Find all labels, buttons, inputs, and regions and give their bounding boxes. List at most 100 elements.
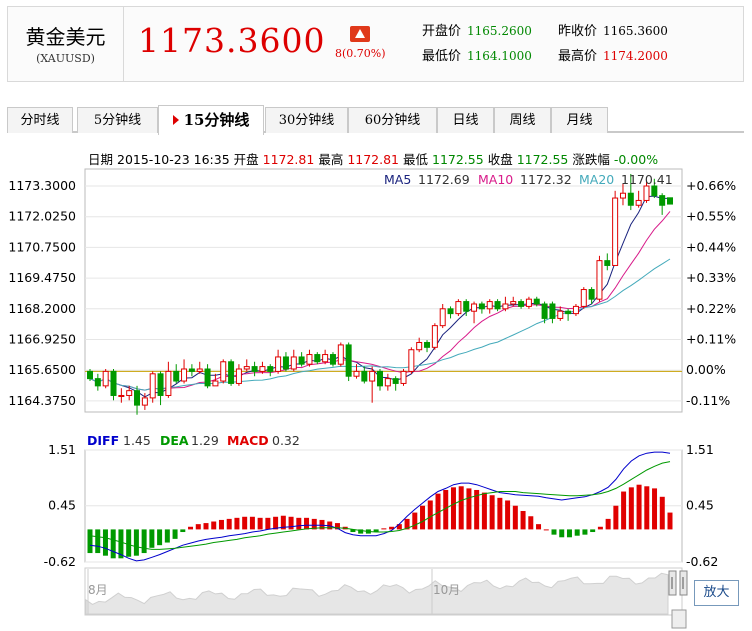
ma5-value: 1172.69 xyxy=(418,172,470,187)
tab-15min[interactable]: 15分钟线 xyxy=(158,105,264,135)
candle-info-row: 日期 2015-10-23 16:35 开盘 1172.81 最高 1172.8… xyxy=(88,149,658,168)
candle-body xyxy=(337,344,344,365)
y-tick-label: 1169.4750 xyxy=(8,270,76,285)
macd-bar xyxy=(667,512,673,530)
macd-histogram xyxy=(87,484,673,559)
instrument-code: (XAUUSD) xyxy=(36,52,95,65)
macd-bar xyxy=(389,526,395,530)
tab-5min[interactable]: 5分钟线 xyxy=(77,107,158,133)
kline-y-axis-right: +0.66% +0.55% +0.44% +0.33% +0.22% +0.11% 0.00… xyxy=(686,178,736,408)
macd-bar xyxy=(443,489,449,530)
candle-body xyxy=(486,301,493,310)
macd-bar xyxy=(590,529,596,533)
macd-bar xyxy=(621,491,627,530)
macd-bar xyxy=(358,529,364,534)
prev-close-label: 昨收价 xyxy=(558,24,598,39)
macd-bar xyxy=(543,529,549,531)
candle-body xyxy=(588,289,595,300)
up-arrow-icon xyxy=(350,26,370,42)
candle-body xyxy=(392,378,399,384)
macd-bar xyxy=(582,529,588,535)
macd-value: 0.32 xyxy=(272,433,300,448)
macd-bar xyxy=(528,516,534,530)
low-price-value: 1164.1000 xyxy=(467,49,532,63)
macd-bar xyxy=(652,488,658,530)
tab-weekly[interactable]: 周线 xyxy=(494,107,551,133)
candle-body xyxy=(525,298,532,307)
dea-line xyxy=(89,461,671,550)
candle-body xyxy=(141,397,148,406)
macd-bar xyxy=(597,526,603,530)
candle-body xyxy=(549,303,556,319)
tab-30min[interactable]: 30分钟线 xyxy=(265,107,348,133)
macd-y-tick-label: 0.45 xyxy=(48,498,76,513)
candle-body xyxy=(447,308,454,315)
last-price: 1173.3600 xyxy=(138,21,326,60)
candle-body xyxy=(667,197,673,205)
low-value: 1172.55 xyxy=(432,152,484,167)
tab-label: 日线 xyxy=(452,113,479,128)
tab-monthly[interactable]: 月线 xyxy=(551,107,608,133)
macd-bar xyxy=(427,500,433,530)
navigator-scrollbar[interactable] xyxy=(671,609,687,629)
macd-bar xyxy=(164,529,170,543)
y-tick-label-pct: +0.11% xyxy=(686,332,736,347)
candle-body xyxy=(494,301,501,310)
kline-y-axis-left: 1173.3000 1172.0250 1170.7500 1169.4750 1168… xyxy=(8,178,76,408)
candle-body xyxy=(384,378,391,387)
y-tick-label-pct: +0.22% xyxy=(686,301,736,316)
close-label: 收盘 xyxy=(487,152,513,167)
candle-body xyxy=(314,354,321,363)
candle-body xyxy=(596,260,603,300)
open-label: 开盘 xyxy=(233,152,259,167)
candle-body xyxy=(110,370,117,396)
macd-bar xyxy=(458,486,464,530)
instrument-name-box: 黄金美元 (XAUUSD) xyxy=(8,7,124,81)
macd-bar xyxy=(559,529,565,538)
macd-bar xyxy=(512,505,518,530)
candle-body xyxy=(463,301,470,312)
ma5-label: MA5 xyxy=(384,172,411,187)
quote-panel: 黄金美元 (XAUUSD) 1173.3600 8(0.70%) 开盘价 1165… xyxy=(7,6,744,82)
high-price-value: 1174.2000 xyxy=(603,49,668,63)
low-label: 最低 xyxy=(403,152,429,167)
prev-close-stat: 昨收价 1165.3600 xyxy=(558,20,668,39)
macd-bar xyxy=(257,517,263,530)
macd-bar xyxy=(102,529,108,556)
candle-body xyxy=(87,370,93,380)
macd-bar xyxy=(280,515,286,530)
candle-body xyxy=(572,305,579,315)
tab-60min[interactable]: 60分钟线 xyxy=(348,107,437,133)
macd-bar xyxy=(613,505,619,530)
macd-bar xyxy=(450,487,456,530)
y-tick-label-pct: 0.00% xyxy=(686,362,726,377)
candle-body xyxy=(424,342,431,348)
tab-timeshare[interactable]: 分时线 xyxy=(7,107,73,133)
open-value: 1172.81 xyxy=(262,152,315,167)
candle-body xyxy=(369,370,376,382)
macd-bar xyxy=(249,516,255,530)
date-value: 2015-10-23 16:35 xyxy=(117,152,230,167)
tab-daily[interactable]: 日线 xyxy=(437,107,494,133)
candle-body xyxy=(181,368,188,382)
low-price-stat: 最低价 1164.1000 xyxy=(422,45,532,64)
macd-bar xyxy=(466,488,472,530)
y-tick-label-pct: +0.33% xyxy=(686,270,736,285)
zoom-in-button[interactable]: 放大 xyxy=(694,580,739,606)
candle-body xyxy=(298,356,305,365)
y-tick-label-pct: +0.55% xyxy=(686,209,736,224)
candle-body xyxy=(173,370,180,382)
macd-bar xyxy=(319,519,325,530)
tab-label: 30分钟线 xyxy=(278,113,335,128)
macd-bar xyxy=(195,524,201,530)
candle-body xyxy=(259,366,266,372)
macd-bar xyxy=(242,516,248,530)
y-tick-label: 1165.6500 xyxy=(8,362,76,377)
macd-bar xyxy=(551,529,557,535)
macd-bar xyxy=(188,526,194,530)
candle-body xyxy=(212,380,219,387)
y-tick-label-pct: +0.44% xyxy=(686,239,736,254)
candle-body xyxy=(118,394,125,397)
candle-body xyxy=(643,185,650,201)
